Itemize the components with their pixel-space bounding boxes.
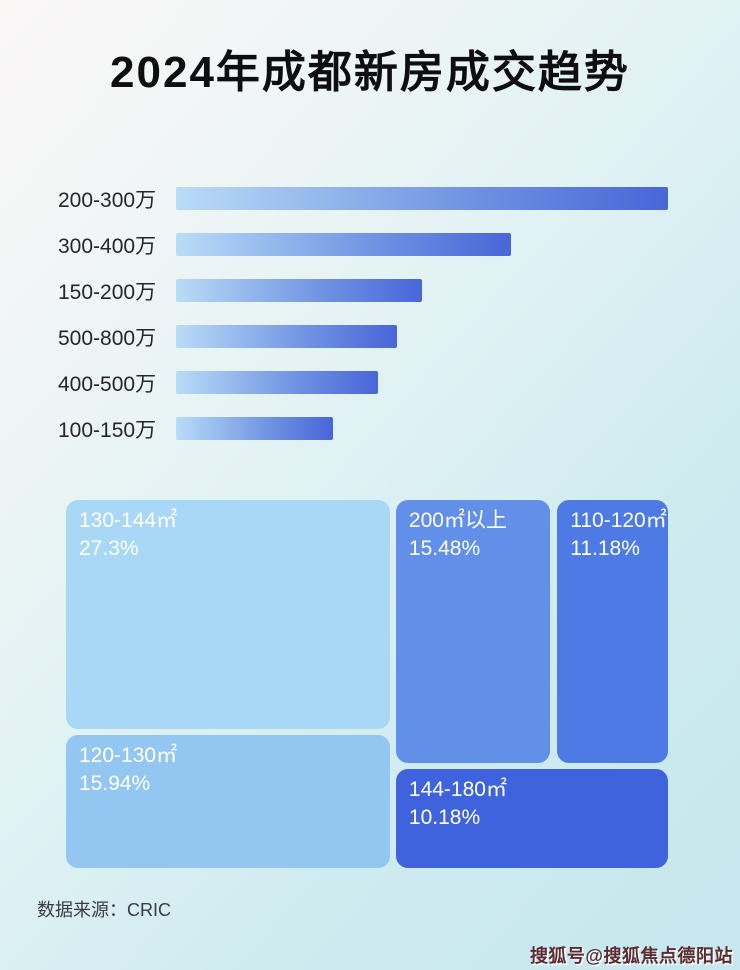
bar-row: 300-400万 [58, 233, 668, 258]
bar [176, 187, 668, 210]
bar-track [176, 233, 668, 256]
bar-track [176, 279, 668, 302]
bar-category-label: 100-150万 [58, 418, 157, 442]
watermark-label: 搜狐号@搜狐焦点德阳站 [529, 946, 733, 966]
bar-category-label: 150-200万 [58, 280, 157, 304]
bar-row: 200-300万 [58, 187, 668, 212]
bar-track [176, 417, 668, 440]
bar [176, 325, 398, 348]
tile-percent-label: 10.18% [408, 805, 481, 829]
bar-track [176, 187, 668, 210]
tile-area-label: 130-144㎡ [79, 509, 178, 532]
bar-category-label: 400-500万 [58, 372, 157, 396]
tile-area-label: 200㎡以上 [408, 509, 507, 532]
unit-size-treemap: 130-144㎡ 27.3% 120-130㎡ 15.94% 200㎡以上 15… [66, 500, 668, 868]
treemap-tile: 110-120㎡ 11.18% [557, 500, 668, 764]
treemap-tile: 144-180㎡ 10.18% [395, 769, 668, 868]
bar [176, 279, 422, 302]
tile-percent-label: 15.94% [79, 771, 151, 795]
bar [176, 371, 378, 394]
treemap-tile: 200㎡以上 15.48% [395, 500, 550, 764]
bar [176, 233, 511, 256]
bar-track [176, 325, 668, 348]
tile-percent-label: 11.18% [570, 536, 640, 560]
bar-row: 150-200万 [58, 279, 668, 304]
page-title: 2024年成都新房成交趋势 [110, 48, 630, 97]
data-source-label: 数据来源：CRIC [37, 900, 171, 920]
bar-category-label: 300-400万 [58, 234, 157, 258]
bar-row: 100-150万 [58, 417, 668, 442]
price-range-bar-chart: 200-300万 300-400万 150-200万 500-800万 400-… [58, 187, 668, 463]
bar-row: 400-500万 [58, 371, 668, 396]
bar-row: 500-800万 [58, 325, 668, 350]
bar-category-label: 500-800万 [58, 326, 157, 350]
tile-area-label: 120-130㎡ [79, 744, 178, 768]
bar [176, 417, 334, 440]
tile-percent-label: 15.48% [408, 536, 481, 560]
tile-area-label: 110-120㎡ [570, 509, 667, 532]
bar-category-label: 200-300万 [58, 188, 157, 212]
bar-track [176, 371, 668, 394]
tile-area-label: 144-180㎡ [408, 778, 507, 801]
treemap-tile: 120-130㎡ 15.94% [66, 735, 390, 868]
tile-percent-label: 27.3% [79, 536, 139, 560]
treemap-tile: 130-144㎡ 27.3% [66, 500, 390, 729]
